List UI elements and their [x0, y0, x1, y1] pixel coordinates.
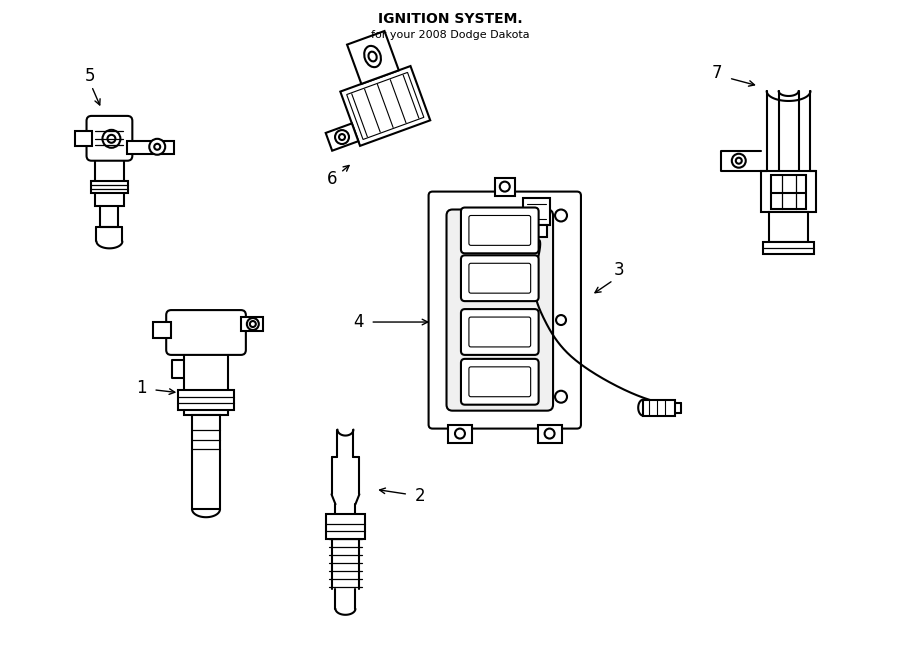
Circle shape: [736, 158, 742, 164]
Polygon shape: [760, 171, 816, 212]
Text: 6: 6: [328, 170, 338, 188]
Circle shape: [107, 135, 115, 143]
FancyBboxPatch shape: [469, 317, 531, 347]
Polygon shape: [769, 212, 808, 243]
Polygon shape: [762, 243, 814, 254]
Polygon shape: [326, 124, 358, 151]
FancyBboxPatch shape: [469, 263, 531, 293]
Polygon shape: [523, 198, 550, 225]
FancyBboxPatch shape: [446, 210, 554, 410]
Circle shape: [500, 182, 509, 192]
Circle shape: [335, 130, 349, 144]
Polygon shape: [178, 390, 234, 410]
Polygon shape: [346, 73, 424, 139]
FancyBboxPatch shape: [461, 255, 538, 301]
Circle shape: [448, 304, 461, 316]
FancyBboxPatch shape: [461, 208, 538, 253]
Polygon shape: [184, 350, 228, 414]
Polygon shape: [340, 66, 430, 146]
Polygon shape: [192, 414, 220, 509]
Circle shape: [455, 428, 465, 438]
Circle shape: [544, 428, 554, 438]
FancyBboxPatch shape: [166, 310, 246, 355]
Circle shape: [555, 391, 567, 403]
Circle shape: [732, 154, 746, 168]
Circle shape: [555, 210, 567, 221]
Circle shape: [250, 321, 256, 327]
Text: 3: 3: [614, 261, 625, 279]
Text: for your 2008 Dodge Dakota: for your 2008 Dodge Dakota: [371, 30, 529, 40]
Polygon shape: [347, 31, 399, 84]
Circle shape: [154, 144, 160, 150]
Text: 2: 2: [415, 487, 426, 505]
Polygon shape: [241, 317, 263, 331]
Circle shape: [149, 139, 166, 155]
Polygon shape: [536, 225, 546, 237]
Ellipse shape: [364, 46, 381, 67]
Polygon shape: [91, 180, 129, 192]
FancyBboxPatch shape: [469, 215, 531, 245]
Polygon shape: [770, 175, 806, 208]
Ellipse shape: [368, 52, 377, 61]
Polygon shape: [644, 400, 675, 416]
FancyBboxPatch shape: [461, 359, 538, 405]
Polygon shape: [326, 514, 365, 539]
Polygon shape: [448, 424, 472, 442]
Polygon shape: [153, 322, 171, 338]
Circle shape: [339, 134, 345, 140]
Polygon shape: [75, 131, 92, 146]
Circle shape: [556, 315, 566, 325]
Text: IGNITION SYSTEM.: IGNITION SYSTEM.: [378, 13, 522, 26]
Text: 7: 7: [712, 64, 722, 82]
Polygon shape: [537, 424, 562, 442]
Polygon shape: [92, 121, 128, 156]
Text: 4: 4: [353, 313, 364, 331]
FancyBboxPatch shape: [86, 116, 132, 161]
Circle shape: [103, 130, 121, 148]
Text: 1: 1: [136, 379, 147, 397]
FancyBboxPatch shape: [428, 192, 580, 428]
Circle shape: [247, 318, 259, 330]
Text: 5: 5: [85, 67, 94, 85]
Polygon shape: [495, 178, 515, 196]
Polygon shape: [94, 156, 124, 206]
FancyBboxPatch shape: [461, 309, 538, 355]
FancyBboxPatch shape: [469, 367, 531, 397]
Polygon shape: [128, 141, 175, 154]
